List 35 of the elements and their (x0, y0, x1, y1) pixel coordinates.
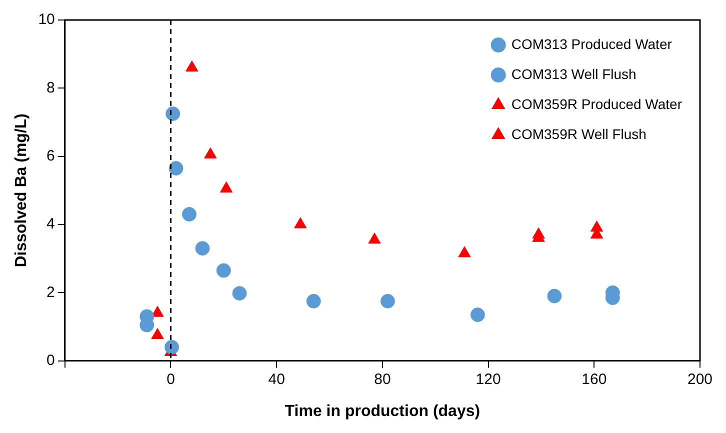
y-tick-label: 4 (46, 216, 55, 233)
point (547, 288, 562, 304)
legend-label: COM359R Well Flush (511, 126, 646, 142)
x-tick-label: 120 (476, 370, 501, 388)
point (195, 241, 210, 256)
y-axis-title: Dissolved Ba (mg/L) (13, 113, 30, 268)
point (294, 217, 307, 228)
y-tick-label: 6 (46, 147, 55, 164)
point (168, 161, 184, 176)
x-tick-label: 200 (687, 370, 713, 388)
x-tick-label: 160 (582, 370, 607, 388)
point (306, 294, 321, 308)
legend-label: COM313 Produced Water (511, 36, 672, 52)
point (164, 340, 180, 354)
y-tick-label: 10 (38, 11, 55, 28)
point (216, 263, 231, 278)
x-axis-title: Time in production (days) (284, 402, 480, 420)
x-tick-label: 40 (268, 370, 285, 388)
point (220, 181, 233, 192)
x-tick-label: 80 (374, 370, 391, 388)
legend-label: COM313 Well Flush (511, 66, 636, 82)
y-tick-label: 0 (46, 352, 55, 369)
point (470, 308, 485, 322)
point (166, 106, 180, 121)
point (186, 60, 198, 72)
point (380, 294, 395, 308)
point (232, 286, 247, 301)
y-tick-label: 2 (46, 284, 55, 301)
point (204, 147, 217, 158)
point (182, 207, 197, 222)
legend-label: COM359R Produced Water (511, 96, 682, 112)
point (368, 232, 381, 244)
y-tick-label: 8 (46, 79, 55, 96)
x-tick-label: 0 (166, 370, 175, 388)
point (458, 246, 471, 258)
